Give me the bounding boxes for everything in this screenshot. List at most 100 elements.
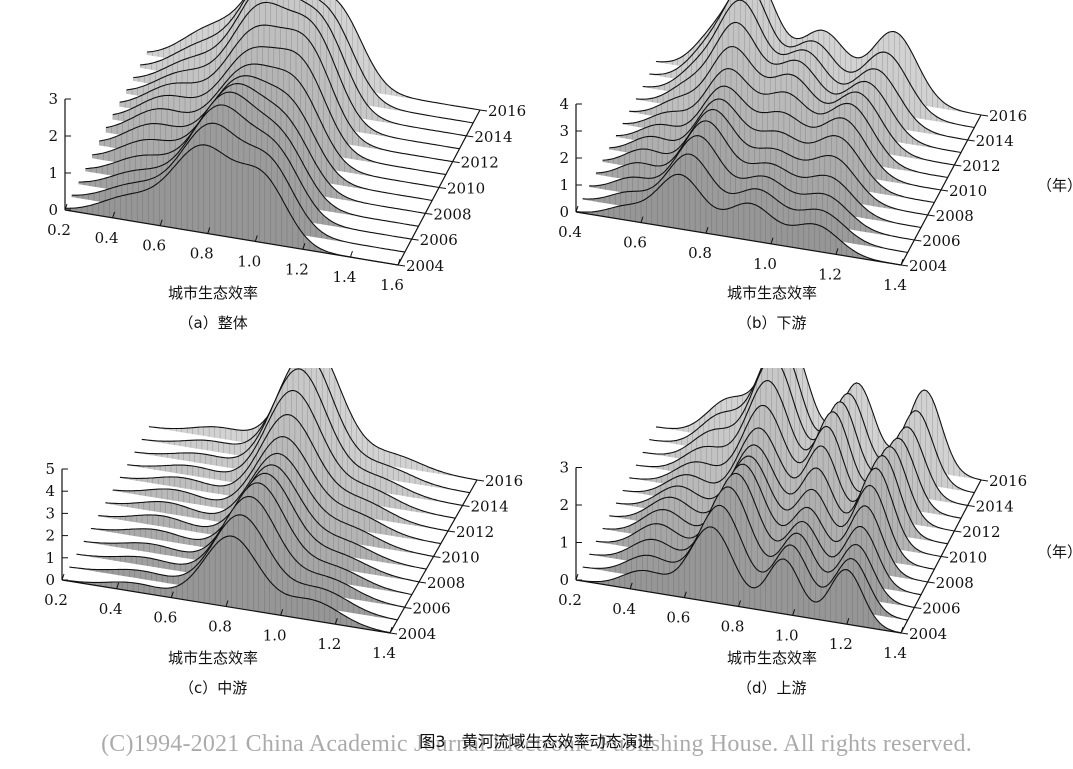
year-density-curve (112, 46, 446, 176)
z-tick-label: 0 (48, 201, 58, 219)
x-tick (64, 203, 68, 211)
year-tick-label: 2004 (909, 257, 947, 275)
year-density-curve (622, 427, 948, 545)
surface-mesh (575, 368, 982, 634)
x-tick (397, 258, 401, 266)
x-tick-label: 1.2 (285, 260, 309, 278)
year-density-curve (655, 368, 982, 481)
x-tick (738, 600, 741, 607)
surface-mesh (64, 0, 481, 266)
x-tick-label: 1.4 (883, 276, 907, 294)
year-density-curve (582, 504, 908, 621)
year-unit-label: （年） (535, 174, 536, 192)
x-tick-label: 1.0 (237, 252, 261, 270)
year-density-curve (635, 380, 962, 519)
x-tick (207, 227, 211, 234)
year-tick (404, 607, 412, 609)
x-tick (770, 237, 774, 244)
year-tick (462, 505, 470, 507)
year-tick-label: 2006 (413, 600, 451, 618)
year-tick (967, 505, 975, 507)
x-tick-label: 0.4 (558, 223, 582, 241)
z-tick-label: 4 (559, 95, 569, 113)
z-tick-label: 3 (559, 122, 569, 140)
year-density-curve (78, 104, 412, 240)
x-tick (170, 591, 174, 598)
x-tick (116, 582, 120, 589)
year-density-curve (127, 390, 456, 519)
chart-panel-c: 0 1 2 3 4 5 0.2 0.4 0.6 0.8 1.0 1.2 1.4 2004 2006 2008 2… (0, 368, 536, 733)
year-density-curve (649, 368, 975, 494)
year-density-curve (112, 436, 441, 545)
x-tick-label: 0.8 (208, 618, 232, 636)
year-tick (914, 239, 922, 242)
z-tick-label: 1 (48, 164, 58, 182)
x-tick (61, 573, 65, 581)
x-axis-title: 城市生态效率 (727, 649, 818, 667)
year-tick-label: 2016 (989, 472, 1027, 490)
z-tick-label: 3 (559, 459, 569, 477)
year-tick-label: 2008 (936, 207, 974, 225)
year-tick-label: 2008 (433, 205, 471, 223)
z-tick-label: 0 (559, 571, 569, 589)
year-tick-label: 2004 (909, 625, 947, 643)
year-density-curve (595, 472, 922, 596)
x-tick-label: 1.0 (753, 255, 777, 273)
surface-mesh (575, 0, 982, 266)
year-density-curve (133, 0, 467, 137)
year-density-curve (609, 98, 935, 204)
year-density-curve (98, 464, 427, 570)
x-tick-label: 0.4 (95, 229, 119, 247)
year-density-curve (602, 108, 928, 216)
year-density-curve (92, 83, 426, 214)
year-tick-label: 2004 (406, 257, 444, 275)
year-density-curve (146, 0, 481, 111)
year-tick-label: 2014 (976, 498, 1014, 516)
year-tick-label: 2010 (447, 180, 485, 198)
year-unit-label: （年） (530, 543, 536, 561)
z-tick-label: 3 (45, 504, 55, 522)
z-tick-label: 1 (559, 176, 569, 194)
year-unit-label: （年） (1037, 177, 1072, 195)
x-axis-line (64, 209, 399, 266)
year-density-curve (622, 68, 948, 179)
year-tick-label: 2014 (471, 498, 509, 516)
x-tick (389, 626, 393, 634)
x-tick (334, 618, 338, 625)
year-tick (425, 212, 433, 215)
year-tick-label: 2014 (474, 128, 512, 146)
x-tick (640, 216, 644, 223)
year-tick-label: 2012 (962, 157, 1000, 175)
year-tick (452, 161, 460, 164)
year-density-curve (655, 0, 982, 116)
year-density-curve (582, 153, 908, 254)
year-density-curve (76, 495, 405, 608)
year-tick-label: 2012 (461, 154, 499, 172)
x-tick-label: 0.6 (623, 234, 647, 252)
year-density-curve (90, 472, 420, 583)
year-density-curve (589, 135, 915, 241)
x-tick-label: 0.6 (153, 609, 177, 627)
chart-panel-d: 0 1 2 3 0.2 0.4 0.6 0.8 1.0 1.2 1.4 2004 2006 2008 201… (536, 368, 1072, 733)
year-tick (954, 530, 962, 533)
x-tick-label: 0.2 (47, 221, 71, 239)
x-tick (280, 609, 284, 616)
x-tick-label: 0.2 (44, 591, 68, 609)
x-tick-label: 0.8 (721, 618, 745, 636)
panel-caption: （d）上游 (737, 679, 807, 697)
year-tick-label: 2010 (442, 549, 480, 567)
panel-caption: （a）整体 (178, 314, 248, 332)
panel-caption: （b）下游 (737, 314, 807, 332)
x-tick (575, 205, 579, 213)
x-tick (254, 235, 258, 242)
z-tick-label: 4 (45, 482, 55, 500)
year-tick-label: 2016 (488, 102, 526, 120)
x-tick (683, 591, 687, 598)
year-tick (927, 581, 935, 584)
year-tick (927, 214, 935, 217)
year-tick (397, 264, 406, 267)
